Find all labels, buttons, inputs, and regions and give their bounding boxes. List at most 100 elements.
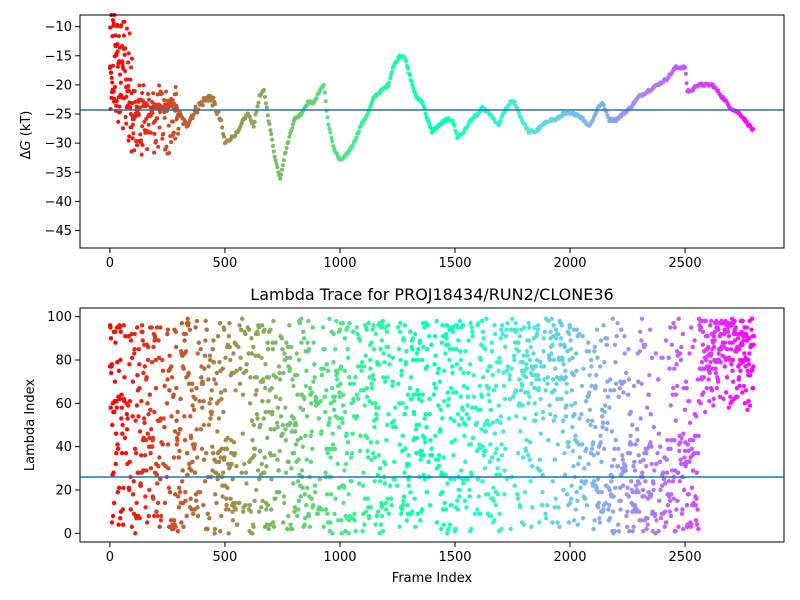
bottom-x-tick-label: 1000 xyxy=(323,550,356,565)
lambda-point xyxy=(211,359,217,365)
lambda-point xyxy=(487,398,492,404)
lambda-point xyxy=(533,364,539,369)
delta-g-point xyxy=(191,112,196,117)
lambda-point xyxy=(551,357,557,363)
lambda-point xyxy=(336,518,341,523)
lambda-point xyxy=(673,418,679,423)
lambda-point xyxy=(300,407,306,413)
lambda-point xyxy=(206,377,211,382)
lambda-point xyxy=(246,327,252,332)
lambda-point xyxy=(308,433,313,439)
lambda-point xyxy=(749,327,754,332)
lambda-point xyxy=(266,375,272,380)
lambda-point xyxy=(573,433,578,439)
lambda-point xyxy=(566,520,572,525)
lambda-point xyxy=(467,494,472,499)
lambda-point xyxy=(462,498,468,504)
lambda-point xyxy=(568,338,573,343)
lambda-point xyxy=(430,453,435,458)
lambda-point xyxy=(660,470,666,475)
bottom-x-tick-label: 2000 xyxy=(553,550,586,565)
lambda-point xyxy=(658,487,663,493)
lambda-point xyxy=(350,329,356,335)
lambda-point xyxy=(737,383,742,389)
lambda-point xyxy=(323,409,328,415)
lambda-point xyxy=(301,336,307,341)
lambda-point xyxy=(669,342,675,348)
lambda-point xyxy=(560,357,565,363)
delta-g-point xyxy=(131,131,136,136)
lambda-point xyxy=(369,381,375,387)
lambda-point xyxy=(631,463,636,469)
lambda-point xyxy=(497,355,502,361)
lambda-point xyxy=(563,414,569,419)
lambda-point xyxy=(370,450,376,456)
lambda-point xyxy=(646,392,652,397)
delta-g-point xyxy=(164,144,169,149)
lambda-point xyxy=(382,359,387,365)
lambda-point xyxy=(237,500,242,506)
lambda-point xyxy=(272,427,277,432)
lambda-point xyxy=(507,372,512,378)
lambda-point xyxy=(630,489,636,495)
lambda-point xyxy=(600,420,606,426)
lambda-point xyxy=(673,392,679,397)
lambda-point xyxy=(283,405,288,410)
delta-g-point xyxy=(115,23,120,28)
lambda-point xyxy=(329,385,335,391)
lambda-point xyxy=(200,381,206,387)
lambda-point xyxy=(609,429,615,434)
lambda-point xyxy=(628,433,633,439)
lambda-point xyxy=(202,479,208,484)
lambda-point xyxy=(266,398,271,404)
lambda-point xyxy=(226,507,231,512)
lambda-point xyxy=(549,316,554,322)
lambda-point xyxy=(432,381,437,387)
lambda-point xyxy=(708,359,713,365)
lambda-point xyxy=(195,351,200,356)
lambda-point xyxy=(584,502,590,508)
lambda-point xyxy=(154,509,159,514)
lambda-point xyxy=(674,362,679,367)
lambda-point xyxy=(398,357,403,363)
lambda-point xyxy=(387,362,392,367)
lambda-point xyxy=(546,318,551,324)
lambda-point xyxy=(704,385,709,391)
lambda-point xyxy=(225,435,230,441)
lambda-point xyxy=(469,325,475,330)
lambda-point xyxy=(561,362,566,367)
lambda-point xyxy=(114,405,119,410)
lambda-point xyxy=(463,349,468,354)
lambda-point xyxy=(224,496,229,501)
lambda-point xyxy=(305,340,310,345)
lambda-point xyxy=(596,489,601,495)
lambda-point xyxy=(178,427,183,432)
lambda-point xyxy=(574,368,579,374)
lambda-point xyxy=(405,392,411,397)
lambda-point xyxy=(478,407,483,413)
lambda-point xyxy=(706,364,712,369)
lambda-point xyxy=(409,396,414,402)
lambda-point xyxy=(597,364,603,369)
lambda-point xyxy=(747,403,753,408)
lambda-point xyxy=(385,375,390,380)
lambda-point xyxy=(526,338,532,343)
lambda-point xyxy=(651,481,656,486)
lambda-point xyxy=(124,411,130,417)
delta-g-point xyxy=(329,135,334,140)
delta-g-point xyxy=(166,105,171,110)
lambda-point xyxy=(527,394,532,400)
lambda-point xyxy=(545,502,550,508)
lambda-point xyxy=(293,422,299,428)
lambda-point xyxy=(498,414,504,419)
delta-g-point xyxy=(137,83,142,88)
lambda-point xyxy=(662,509,668,514)
lambda-point xyxy=(707,398,712,404)
lambda-point xyxy=(397,524,402,530)
lambda-point xyxy=(425,346,430,352)
lambda-point xyxy=(542,329,548,335)
lambda-point xyxy=(736,375,742,380)
lambda-point xyxy=(361,364,367,369)
lambda-point xyxy=(403,359,409,365)
lambda-point xyxy=(131,479,136,484)
